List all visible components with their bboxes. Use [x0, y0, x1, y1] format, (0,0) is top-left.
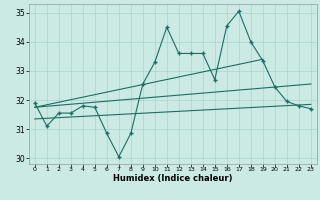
- X-axis label: Humidex (Indice chaleur): Humidex (Indice chaleur): [113, 174, 233, 183]
